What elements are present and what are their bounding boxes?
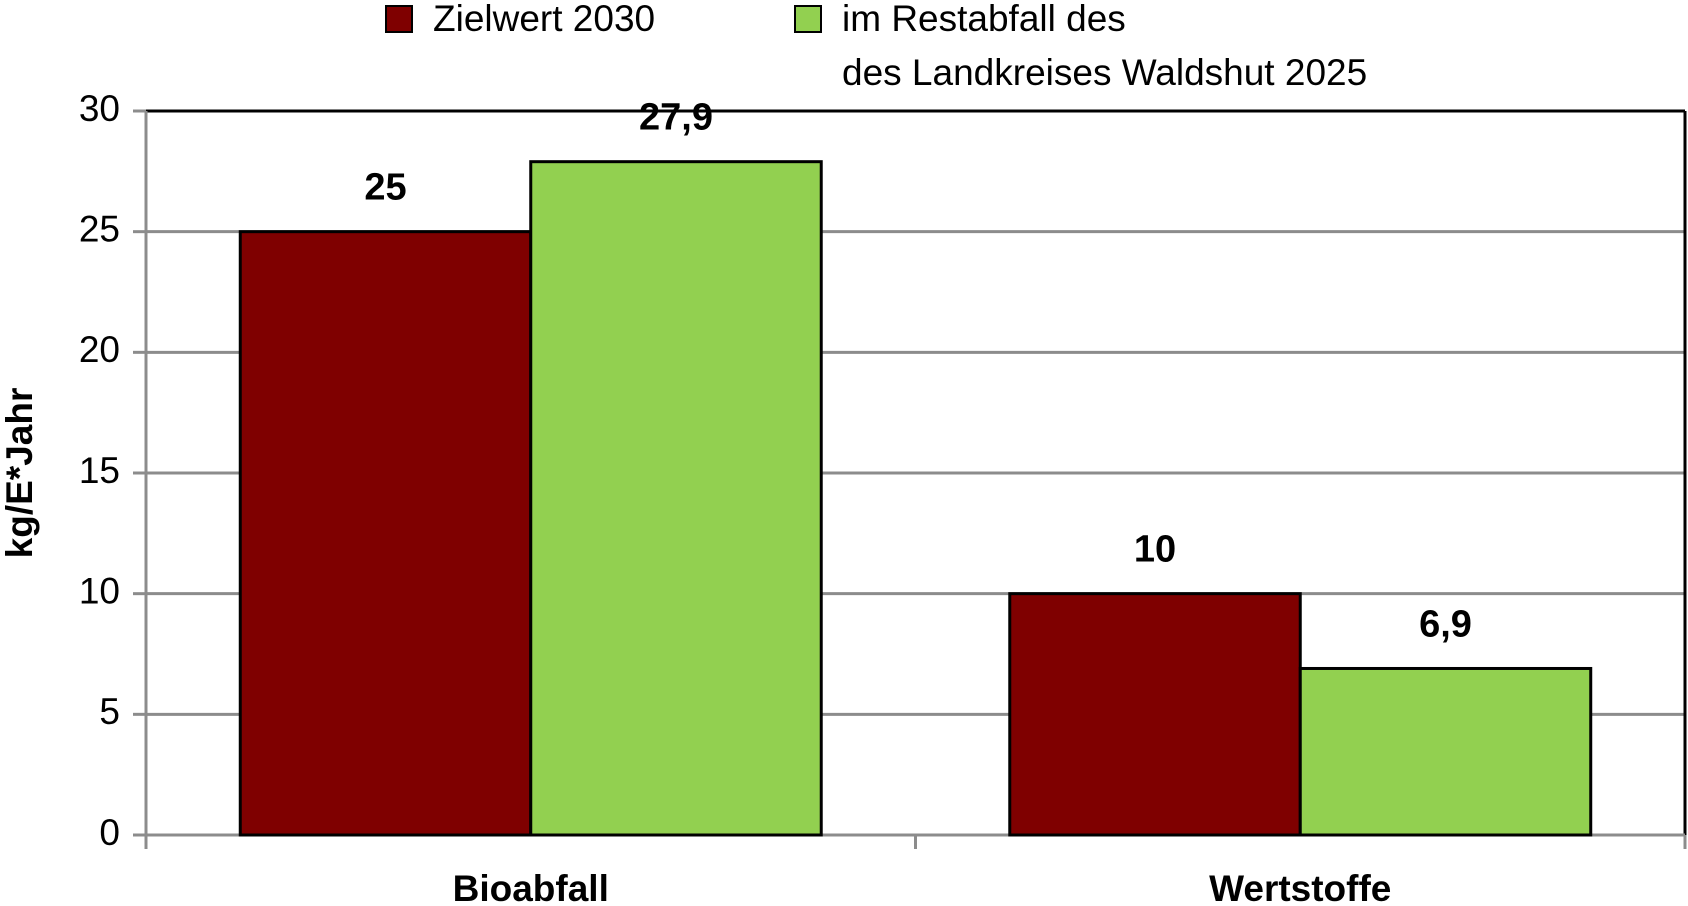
y-tick-label: 5 <box>99 691 120 732</box>
value-label: 27,9 <box>639 97 713 139</box>
y-tick-label: 0 <box>99 812 120 853</box>
value-label: 25 <box>364 167 406 209</box>
y-tick-label: 30 <box>79 88 120 129</box>
bar <box>1298 666 1593 837</box>
bar <box>1008 592 1302 837</box>
value-label: 10 <box>1134 529 1176 571</box>
y-tick-label: 15 <box>79 450 120 491</box>
y-tick-label: 10 <box>79 570 120 611</box>
legend-swatch <box>794 5 822 33</box>
legend-item: Zielwert 2030 <box>385 0 655 46</box>
y-tick-label: 20 <box>79 329 120 370</box>
y-tick-label: 25 <box>79 208 120 249</box>
legend-label: Zielwert 2030 <box>433 0 656 39</box>
x-tick-label: Bioabfall <box>453 868 609 906</box>
bar <box>238 230 533 837</box>
x-tick-label: Wertstoffe <box>1209 868 1391 906</box>
value-label: 6,9 <box>1419 604 1472 646</box>
legend-label: im Restabfall des des Landkreises Waldsh… <box>842 0 1368 93</box>
legend-swatch <box>385 5 413 33</box>
y-axis-label: kg/E*Jahr <box>0 388 40 559</box>
bar <box>529 160 823 837</box>
legend-item: im Restabfall des des Landkreises Waldsh… <box>794 0 1367 100</box>
